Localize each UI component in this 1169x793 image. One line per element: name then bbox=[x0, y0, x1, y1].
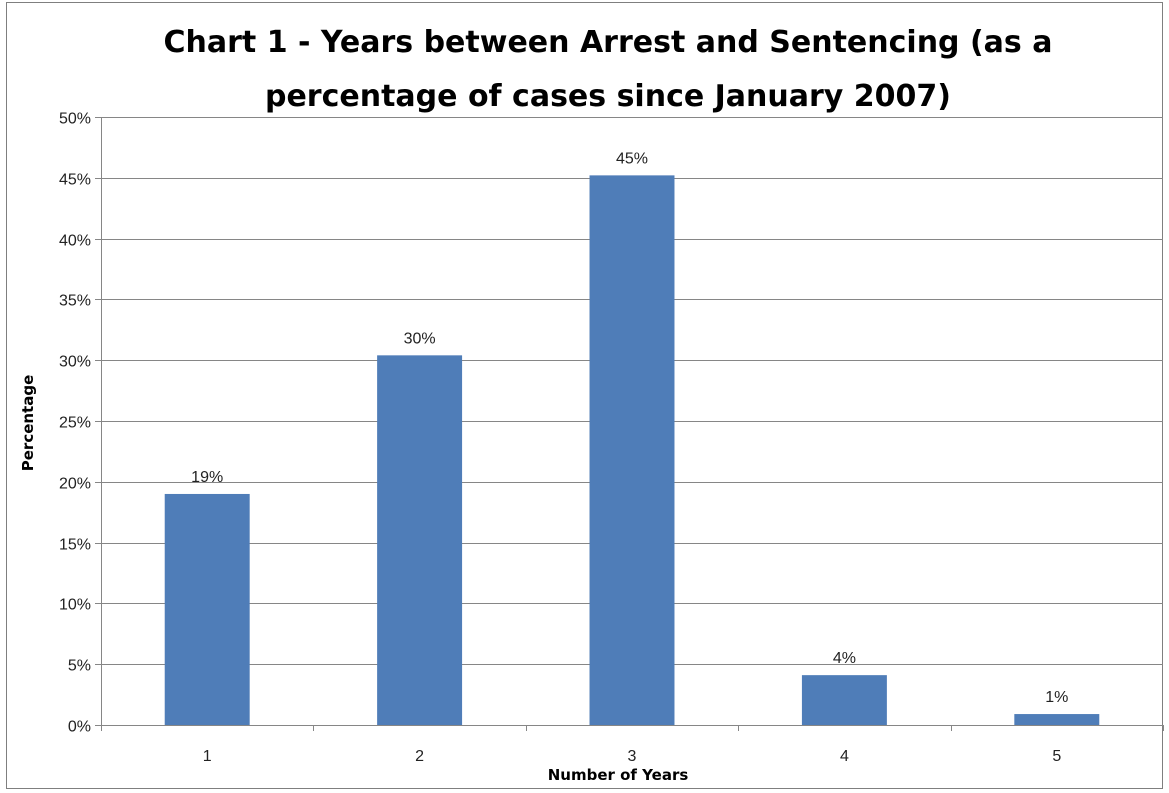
data-label-1: 19% bbox=[191, 469, 223, 486]
bars: 19% 30% 45% 4% 1% bbox=[164, 150, 1100, 726]
bar-2 bbox=[377, 355, 463, 725]
bar-4 bbox=[801, 675, 887, 725]
bar-3 bbox=[589, 175, 675, 726]
chart-title-line-1: Chart 1 - Years between Arrest and Sente… bbox=[164, 25, 1053, 60]
x-tick-label-5: 5 bbox=[1052, 748, 1061, 765]
x-tick-label-3: 3 bbox=[628, 748, 637, 765]
y-tick-label: 25% bbox=[59, 415, 91, 432]
y-tick-label: 10% bbox=[59, 597, 91, 614]
data-label-3: 45% bbox=[616, 150, 648, 167]
x-tick-label-2: 2 bbox=[415, 748, 424, 765]
x-axis-tick-labels: 1 2 3 4 5 bbox=[203, 748, 1062, 765]
data-label-5: 1% bbox=[1045, 689, 1068, 706]
y-tick-label: 35% bbox=[59, 293, 91, 310]
y-axis-title: Percentage bbox=[19, 375, 37, 472]
y-tick-label: 40% bbox=[59, 233, 91, 250]
chart-title-line-2: percentage of cases since January 2007) bbox=[265, 79, 951, 114]
y-tick-label: 45% bbox=[59, 172, 91, 189]
x-tick-label-1: 1 bbox=[203, 748, 212, 765]
y-tick-label: 50% bbox=[59, 111, 91, 128]
data-label-4: 4% bbox=[833, 650, 856, 667]
y-tick-label: 30% bbox=[59, 354, 91, 371]
y-tick-label: 0% bbox=[68, 719, 91, 736]
y-tick-label: 5% bbox=[68, 658, 91, 675]
bar-5 bbox=[1014, 714, 1100, 725]
data-label-2: 30% bbox=[404, 330, 436, 347]
y-tick-label: 15% bbox=[59, 537, 91, 554]
x-axis-title: Number of Years bbox=[548, 766, 689, 784]
bar-1 bbox=[164, 493, 250, 725]
y-axis-tick-labels: 0% 5% 10% 15% 20% 25% 30% 35% 40% 45% 50% bbox=[59, 111, 91, 736]
x-tick-label-4: 4 bbox=[840, 748, 849, 765]
y-tick-label: 20% bbox=[59, 476, 91, 493]
